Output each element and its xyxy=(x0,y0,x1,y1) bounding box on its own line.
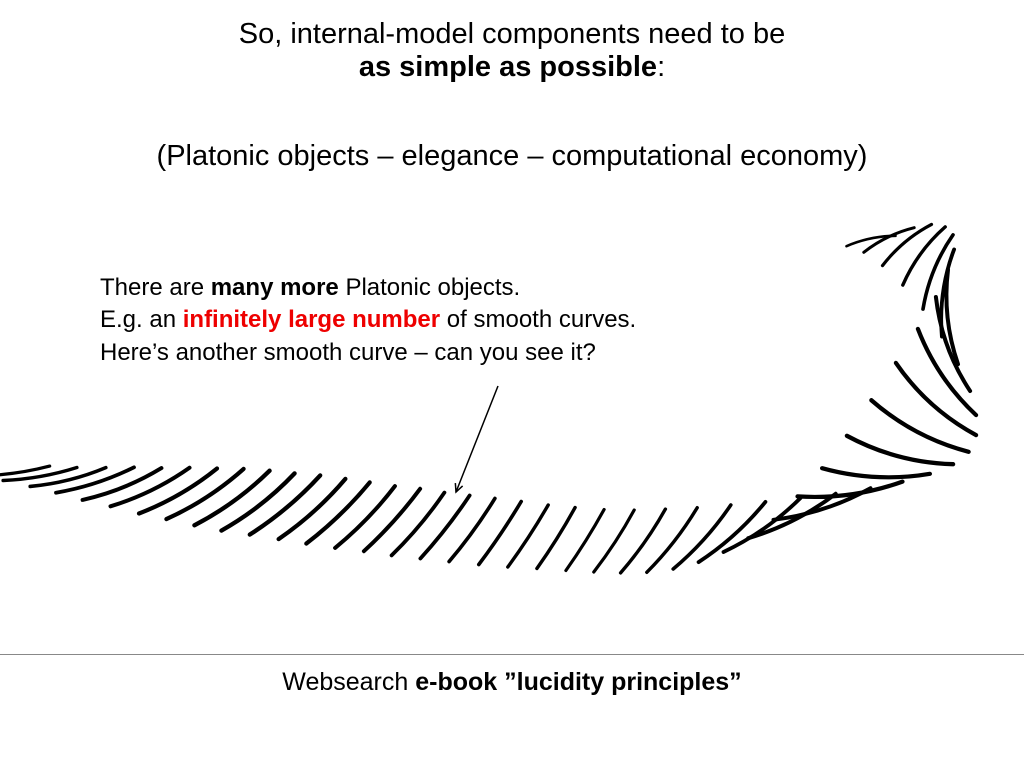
body-l2a: E.g. an xyxy=(100,306,183,333)
pointer-arrow xyxy=(455,386,498,492)
slide-heading: So, internal-model components need to be… xyxy=(0,18,1024,84)
body-text: There are many more Platonic objects. E.… xyxy=(100,272,636,369)
sub-heading: (Platonic objects – elegance – computati… xyxy=(0,140,1024,173)
footer-before: Websearch xyxy=(282,668,415,696)
footer-line: Websearch e-book ”lucidity principles” xyxy=(0,668,1024,697)
body-line-2: E.g. an infinitely large number of smoot… xyxy=(100,304,636,336)
heading-line-1: So, internal-model components need to be xyxy=(0,18,1024,51)
footer-bold: e-book ”lucidity principles” xyxy=(415,668,741,696)
body-l2b: infinitely large number xyxy=(183,306,440,333)
curves-artwork xyxy=(0,0,1024,768)
body-line-3: Here’s another smooth curve – can you se… xyxy=(100,337,636,369)
horizontal-rule xyxy=(0,654,1024,655)
body-l1c: Platonic objects. xyxy=(339,274,520,301)
body-l1b: many more xyxy=(211,274,339,301)
body-l1a: There are xyxy=(100,274,211,301)
heading-suffix: : xyxy=(657,51,665,83)
heading-line-2: as simple as possible: xyxy=(0,51,1024,84)
body-l2c: of smooth curves. xyxy=(440,306,636,333)
heading-bold: as simple as possible xyxy=(359,51,657,83)
body-line-1: There are many more Platonic objects. xyxy=(100,272,636,304)
